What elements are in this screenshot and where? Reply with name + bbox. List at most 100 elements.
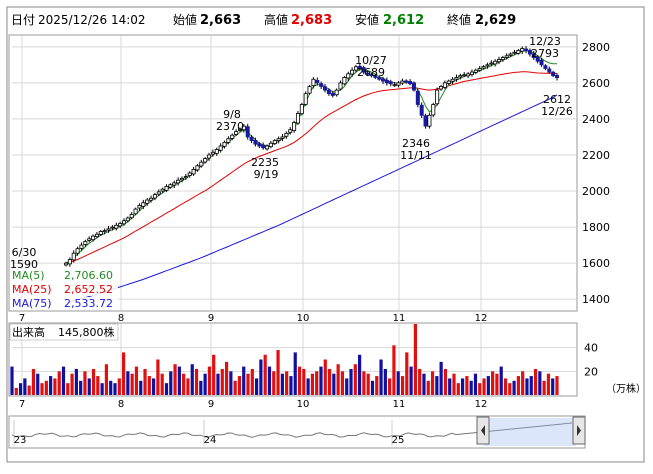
navigator-right-handle[interactable] bbox=[572, 416, 586, 445]
candle-body bbox=[531, 53, 536, 59]
volume-bar bbox=[379, 359, 383, 395]
candle-body bbox=[129, 214, 134, 219]
candle-body bbox=[106, 228, 111, 231]
candle-body bbox=[454, 77, 459, 80]
candle-body bbox=[388, 81, 393, 85]
candle-body bbox=[516, 50, 521, 54]
candle-body bbox=[133, 208, 138, 215]
volume-bar bbox=[152, 378, 156, 395]
navigator-selection[interactable] bbox=[484, 418, 576, 446]
volume-bar bbox=[109, 380, 113, 395]
candle-body bbox=[357, 65, 362, 69]
candle-body bbox=[118, 223, 123, 227]
volume-bar bbox=[353, 364, 357, 395]
candle-body bbox=[195, 165, 200, 171]
ma-legend-bg bbox=[10, 297, 118, 310]
volume-bar bbox=[182, 373, 186, 395]
volume-bar bbox=[357, 354, 362, 395]
volume-bar bbox=[533, 368, 538, 395]
volume-bar bbox=[272, 371, 276, 395]
close-label: 終値 bbox=[447, 12, 471, 27]
volume-x-month-label: 7 bbox=[19, 399, 25, 410]
candle-body bbox=[504, 55, 509, 58]
high-label: 高値 bbox=[264, 12, 288, 27]
candle-body bbox=[265, 145, 270, 150]
volume-bar bbox=[546, 373, 551, 395]
candle-body bbox=[342, 77, 347, 85]
volume-bar bbox=[405, 352, 409, 395]
candle-body bbox=[114, 224, 119, 229]
candle-body bbox=[446, 80, 451, 84]
volume-bar bbox=[491, 371, 495, 395]
ma-legend-label: MA(25) bbox=[12, 283, 52, 296]
volume-bar bbox=[207, 366, 212, 395]
candle-body bbox=[83, 241, 88, 245]
candle-body bbox=[377, 77, 382, 80]
candle-body bbox=[315, 79, 320, 84]
volume-bar bbox=[66, 383, 70, 395]
volume-bar bbox=[121, 352, 126, 395]
candle-body bbox=[350, 69, 355, 75]
candle-body bbox=[102, 230, 107, 233]
volume-value: 145,800株 bbox=[58, 325, 115, 339]
candle-body bbox=[489, 62, 494, 65]
volume-x-month-label: 9 bbox=[208, 399, 214, 410]
chevron-left-icon bbox=[481, 425, 485, 436]
candle-body bbox=[156, 191, 161, 195]
volume-bar bbox=[57, 371, 61, 395]
volume-bar bbox=[53, 378, 57, 395]
candle-body bbox=[141, 202, 146, 207]
navigator-left-handle[interactable] bbox=[476, 416, 490, 445]
candle-body bbox=[361, 67, 366, 73]
annotation-value: 2793 bbox=[531, 47, 559, 60]
volume-bar bbox=[96, 376, 100, 395]
candle-body bbox=[334, 89, 339, 96]
volume-bar bbox=[74, 368, 78, 395]
candle-body bbox=[539, 59, 544, 66]
candle-body bbox=[299, 104, 304, 115]
ma-legend-bg bbox=[10, 269, 118, 282]
volume-bar bbox=[44, 380, 48, 395]
y-tick-label: 1400 bbox=[582, 293, 610, 306]
volume-bar bbox=[203, 373, 207, 395]
close-value: 2,629 bbox=[475, 13, 516, 28]
candle-body bbox=[473, 69, 478, 73]
volume-bar bbox=[448, 378, 452, 395]
volume-bars bbox=[10, 324, 559, 395]
volume-bar bbox=[36, 373, 40, 395]
volume-bar bbox=[31, 368, 36, 395]
volume-bar bbox=[521, 371, 525, 395]
candle-body bbox=[98, 231, 103, 235]
candle-body bbox=[396, 82, 401, 86]
volume-bar bbox=[315, 371, 319, 395]
annotation-value: 2612 bbox=[543, 93, 571, 106]
volume-bar bbox=[186, 378, 190, 395]
candle-body bbox=[551, 71, 556, 77]
candle-body bbox=[485, 64, 490, 67]
volume-bar bbox=[156, 359, 160, 395]
candle-body bbox=[149, 197, 154, 201]
candle-body bbox=[94, 233, 99, 238]
candle-body bbox=[241, 125, 246, 131]
volume-bar bbox=[400, 376, 405, 395]
volume-bar bbox=[104, 364, 109, 395]
volume-bar bbox=[473, 373, 478, 395]
candle-body bbox=[307, 86, 312, 94]
candle-body bbox=[442, 82, 447, 88]
volume-bar bbox=[224, 361, 229, 395]
volume-bar bbox=[289, 376, 293, 395]
volume-bar bbox=[508, 383, 512, 395]
volume-bar bbox=[551, 378, 555, 395]
candle-body bbox=[392, 84, 397, 87]
candle-body bbox=[520, 48, 525, 52]
volume-bar bbox=[100, 383, 104, 395]
candle-body bbox=[319, 83, 324, 87]
date-label: 日付 bbox=[11, 13, 35, 27]
candle-body bbox=[288, 129, 293, 133]
candle-body bbox=[79, 244, 84, 249]
volume-bar bbox=[392, 345, 396, 395]
volume-bar bbox=[237, 376, 242, 395]
candle-body bbox=[311, 78, 316, 86]
